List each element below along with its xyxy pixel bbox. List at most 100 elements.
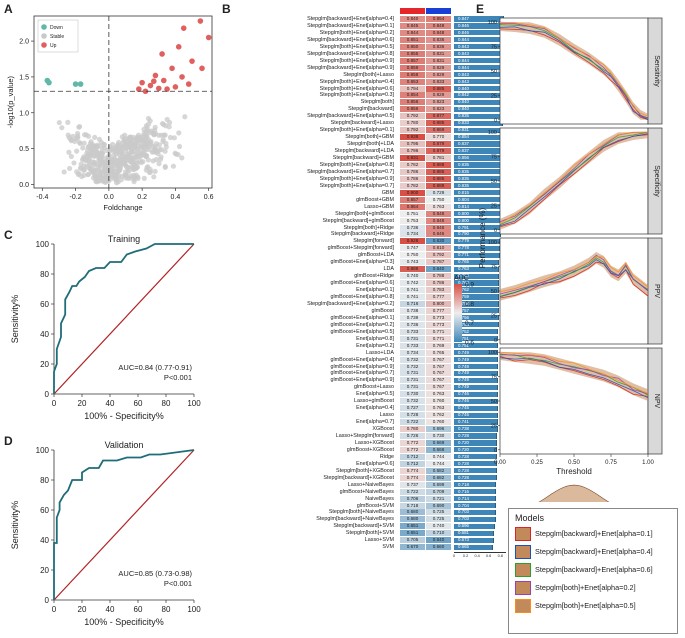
heatmap-row-label: Stepglm[backward]+NaiveBayes <box>316 516 394 523</box>
volcano-point-up <box>197 18 204 24</box>
heatmap-cell-training: 0.792 <box>400 127 425 134</box>
heatmap-cell-validation: 0.823 <box>426 106 451 113</box>
volcano-point-stable <box>151 130 157 136</box>
heatmap-row-label: SVM <box>382 544 394 551</box>
heatmap-mean-value: 0.749 <box>458 377 469 383</box>
models-legend-title: Models <box>515 513 545 523</box>
heatmap-row: Stepglm[both]+Lasso 0.858 0.829 0.843 <box>222 71 504 78</box>
volcano-point-stable <box>157 156 164 162</box>
heatmap-cell-validation: 0.781 <box>426 155 451 161</box>
roc-xtick-label: 60 <box>134 399 143 408</box>
heatmap-row: glmBoost+Enet[alpha=0.3] 0.743 0.787 0.765 <box>222 259 500 266</box>
heatmap-row-label: NaiveBayes <box>365 495 394 502</box>
volcano-point-stable <box>112 174 118 180</box>
heatmap-mean-value: 0.720 <box>458 446 469 452</box>
roc-p-label: P<0.001 <box>164 579 192 588</box>
heatmap-mean-value: 0.745 <box>458 412 469 418</box>
volcano-point-up <box>150 78 157 85</box>
volcano-point-stable <box>61 169 67 175</box>
heatmap-mean-value: 0.764 <box>458 280 469 286</box>
heatmap-mean-bar <box>454 280 500 286</box>
heatmap-row: Stepglm[both]+Enet[alpha=0.5] 0.850 0.836 0… <box>222 43 504 50</box>
heatmap-mean-bar <box>454 475 498 481</box>
models-legend-item: Stepglm[both]+Enet[alpha=0.2] <box>515 580 671 595</box>
volcano-point-stable <box>97 171 103 177</box>
heatmap-row-label: Enet[alpha=0.1] <box>356 287 394 294</box>
heatmap-mean-value: 0.814 <box>458 203 469 209</box>
volcano-point-stable <box>143 123 149 129</box>
heatmap-cell-validation: 0.777 <box>426 307 451 314</box>
heatmap-mean-bar <box>454 273 500 279</box>
heatmap-cell-training: 0.782 <box>400 182 425 189</box>
volcano-point-up <box>160 77 167 84</box>
models-legend-label: Stepglm[backward]+Enet[alpha=0.4] <box>535 547 653 556</box>
volcano-point-stable <box>91 153 97 159</box>
heatmap-mean-value: 0.843 <box>458 71 469 77</box>
heatmap-mean-bar <box>454 391 499 397</box>
heatmap-legend-gradient <box>454 284 462 342</box>
heatmap-row: Lasso+NaiveBayes 0.737 0.699 0.718 <box>222 481 497 488</box>
heatmap-row: Ridge 0.712 0.744 0.728 <box>222 453 498 460</box>
heatmap-cell-training: 0.716 <box>400 300 425 307</box>
roc-training-plot: Training 00 20 20 40 40 60 60 80 80 100 100 AUC=0.84… <box>10 234 201 421</box>
volcano-point-stable <box>130 143 136 149</box>
perf-ytick-label: 100 <box>488 20 497 26</box>
volcano-point-stable <box>80 156 86 162</box>
volcano-point-stable <box>109 170 115 176</box>
heatmap-mean-value: 0.728 <box>458 467 469 473</box>
heatmap-cell-validation: 0.763 <box>426 203 451 210</box>
heatmap-row-label: XGBoost <box>372 426 394 433</box>
heatmap-row: Stepglm[backward]+Enet[alpha=0.1] 0.845 0.… <box>222 22 504 29</box>
heatmap-row-label: glmBoost+Enet[alpha=0.8] <box>330 294 394 300</box>
heatmap-row-label: Lasso+glmBoost <box>353 398 394 405</box>
heatmap-row: LDA 0.886 0.640 0.763 <box>222 266 500 273</box>
models-legend-item: Stepglm[both]+Enet[alpha=0.5] <box>515 598 671 613</box>
heatmap-bar-axis-label: 0.6 <box>486 554 492 559</box>
heatmap-row-label: LDA <box>383 266 395 273</box>
perf-xtick-label: 0.25 <box>531 460 543 466</box>
heatmap-row: NaiveBayes 0.706 0.721 0.714 <box>222 495 497 502</box>
heatmap-cell-validation: 0.730 <box>426 433 451 439</box>
volcano-point-up <box>152 72 159 79</box>
heatmap-cell-training: 0.753 <box>400 217 425 224</box>
heatmap-row-label: Lasso+GBM <box>364 203 394 210</box>
heatmap-cell-validation: 0.848 <box>426 217 451 224</box>
perf-ci-band <box>500 352 648 401</box>
heatmap-bar-axis-label: 0 <box>452 554 456 559</box>
volcano-ytick-label: 0.5 <box>19 146 29 153</box>
heatmap-mean-bar <box>454 349 499 356</box>
heatmap-row-label: Stepglm[both]+glmBoost <box>335 210 394 217</box>
roc-xtick-label: 20 <box>78 399 87 408</box>
volcano-xlabel: Foldchange <box>103 203 142 212</box>
volcano-point-stable <box>134 145 140 151</box>
heatmap-row: Stepglm[both]+NaiveBayes 0.680 0.725 0.703 <box>222 509 496 516</box>
perf-xtick-label: 0.50 <box>568 460 580 466</box>
heatmap-cell-training: 0.728 <box>400 412 425 419</box>
heatmap-mean-bar <box>454 405 499 411</box>
volcano-point-stable <box>137 153 143 160</box>
perf-model-line <box>499 351 649 394</box>
heatmap-cell-validation: 0.740 <box>426 523 451 530</box>
heatmap-mean-value: 0.833 <box>458 120 469 126</box>
volcano-point-down <box>72 81 79 87</box>
heatmap-row-label: glmBoost+GBM <box>356 196 394 203</box>
heatmap-mean-value: 0.749 <box>458 384 469 390</box>
heatmap-cell-validation: 0.773 <box>426 314 451 321</box>
heatmap-cell-validation: 0.709 <box>426 488 451 495</box>
heatmap-mean-bar <box>454 245 500 251</box>
heatmap-mean-bar <box>454 468 498 474</box>
heatmap-cell-validation: 0.885 <box>426 168 451 175</box>
perf-model-line <box>499 257 649 297</box>
heatmap-row: Stepglm[both]+Enet[alpha=0.3] 0.854 0.829 0… <box>222 92 504 99</box>
heatmap-cell-training: 0.772 <box>400 446 425 453</box>
heatmap-cell-training: 0.732 <box>400 363 425 370</box>
heatmap-cell-validation: 0.669 <box>426 439 451 446</box>
heatmap-cell-training: 0.856 <box>400 106 425 113</box>
panel-letter-d: D <box>4 434 13 448</box>
heatmap-row-label: glmBoost+Enet[alpha=0.3] <box>330 259 394 266</box>
perf-ytick-label: 0 <box>494 338 497 344</box>
volcano-point-stable <box>80 145 86 151</box>
heatmap-row-label: Stepglm[forward] <box>353 238 394 245</box>
heatmap-row-label: Stepglm[backward]+Enet[alpha=0.7] <box>307 168 394 175</box>
heatmap-row: Lasso+LDA 0.734 0.765 0.749 <box>222 349 499 356</box>
